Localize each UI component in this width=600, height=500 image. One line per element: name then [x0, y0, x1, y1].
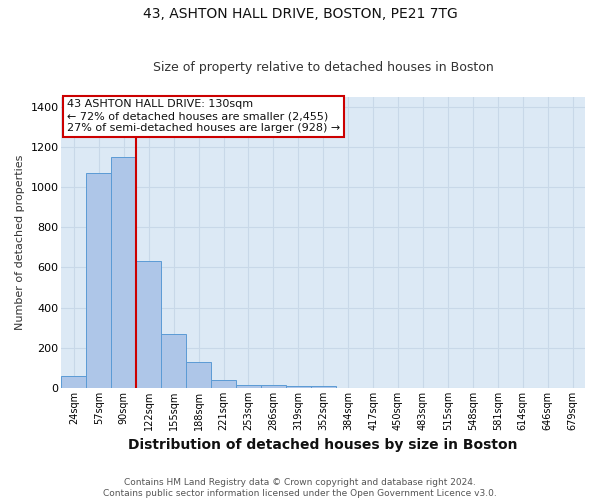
Bar: [186, 362, 211, 388]
Y-axis label: Number of detached properties: Number of detached properties: [15, 154, 25, 330]
Bar: [286, 386, 311, 388]
Bar: [236, 385, 261, 388]
Bar: [86, 173, 112, 388]
Bar: [161, 334, 186, 388]
Bar: [136, 262, 161, 388]
Bar: [261, 385, 286, 388]
Bar: [112, 157, 136, 388]
Bar: [311, 386, 335, 388]
Bar: [61, 376, 86, 388]
Text: Contains HM Land Registry data © Crown copyright and database right 2024.
Contai: Contains HM Land Registry data © Crown c…: [103, 478, 497, 498]
Bar: [211, 380, 236, 388]
Title: Size of property relative to detached houses in Boston: Size of property relative to detached ho…: [153, 62, 494, 74]
Text: 43, ASHTON HALL DRIVE, BOSTON, PE21 7TG: 43, ASHTON HALL DRIVE, BOSTON, PE21 7TG: [143, 8, 457, 22]
X-axis label: Distribution of detached houses by size in Boston: Distribution of detached houses by size …: [128, 438, 518, 452]
Text: 43 ASHTON HALL DRIVE: 130sqm
← 72% of detached houses are smaller (2,455)
27% of: 43 ASHTON HALL DRIVE: 130sqm ← 72% of de…: [67, 100, 340, 132]
